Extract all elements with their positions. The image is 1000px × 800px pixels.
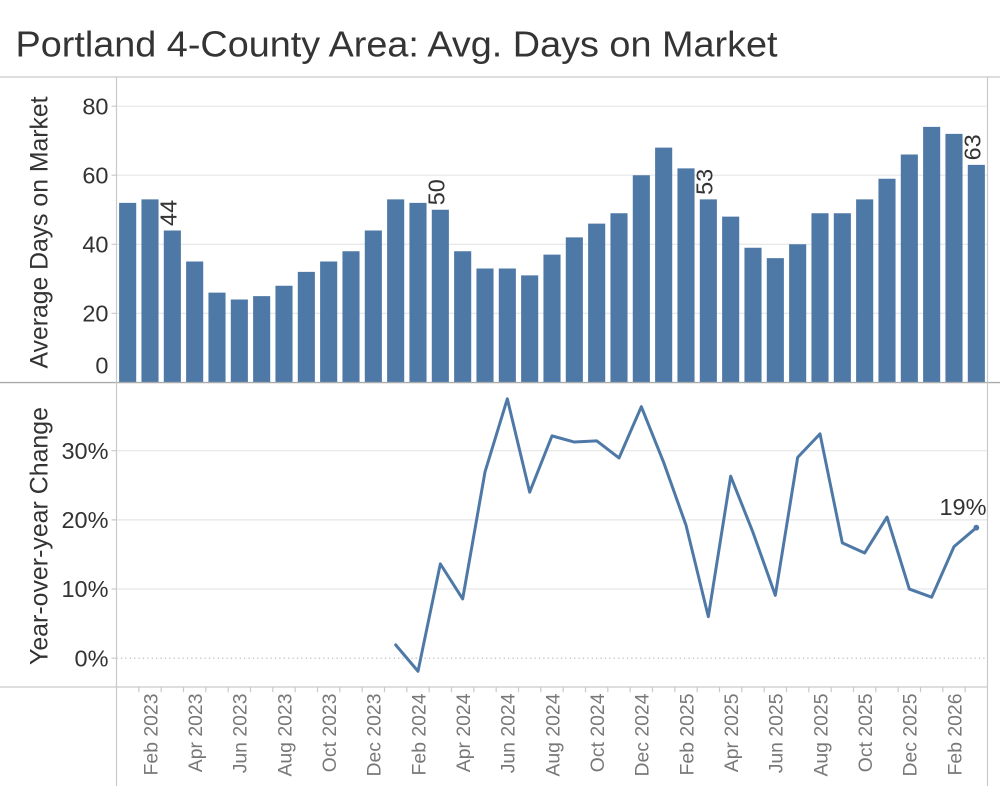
svg-text:Oct 2025: Oct 2025 xyxy=(855,694,877,773)
svg-text:Feb 2025: Feb 2025 xyxy=(676,694,698,776)
svg-text:19%: 19% xyxy=(939,494,986,520)
svg-text:Feb 2024: Feb 2024 xyxy=(408,693,430,775)
svg-text:60: 60 xyxy=(82,162,108,188)
svg-text:Apr 2024: Apr 2024 xyxy=(453,693,475,772)
svg-text:30%: 30% xyxy=(61,438,108,464)
svg-text:Aug 2025: Aug 2025 xyxy=(810,694,832,777)
svg-text:Aug 2023: Aug 2023 xyxy=(274,694,296,777)
svg-text:20: 20 xyxy=(82,301,108,327)
svg-text:Oct 2024: Oct 2024 xyxy=(587,693,609,772)
svg-text:Feb 2026: Feb 2026 xyxy=(944,694,966,776)
svg-text:Jun 2023: Jun 2023 xyxy=(230,694,252,774)
svg-text:Average Days on Market: Average Days on Market xyxy=(26,96,54,368)
svg-text:10%: 10% xyxy=(61,576,108,602)
svg-text:0%: 0% xyxy=(75,645,109,671)
svg-text:80: 80 xyxy=(82,93,108,119)
svg-text:20%: 20% xyxy=(61,507,108,533)
svg-text:44: 44 xyxy=(155,200,181,226)
svg-text:0: 0 xyxy=(95,353,108,379)
svg-text:53: 53 xyxy=(691,169,717,195)
svg-text:Oct 2023: Oct 2023 xyxy=(319,694,341,773)
svg-text:40: 40 xyxy=(82,232,108,258)
svg-text:63: 63 xyxy=(959,134,985,160)
svg-text:Jun 2024: Jun 2024 xyxy=(498,693,520,773)
svg-text:Jun 2025: Jun 2025 xyxy=(766,694,788,774)
svg-text:Apr 2023: Apr 2023 xyxy=(185,694,207,773)
svg-text:Year-over-year Change: Year-over-year Change xyxy=(26,407,54,665)
svg-text:Apr 2025: Apr 2025 xyxy=(721,694,743,773)
svg-text:Aug 2024: Aug 2024 xyxy=(542,693,564,776)
svg-text:50: 50 xyxy=(423,179,449,205)
svg-text:Portland 4-County Area: Avg. D: Portland 4-County Area: Avg. Days on Mar… xyxy=(16,24,778,65)
svg-text:Dec 2024: Dec 2024 xyxy=(632,693,654,776)
svg-text:Dec 2023: Dec 2023 xyxy=(364,694,386,777)
svg-text:Feb 2023: Feb 2023 xyxy=(140,694,162,776)
svg-text:Dec 2025: Dec 2025 xyxy=(900,694,922,777)
